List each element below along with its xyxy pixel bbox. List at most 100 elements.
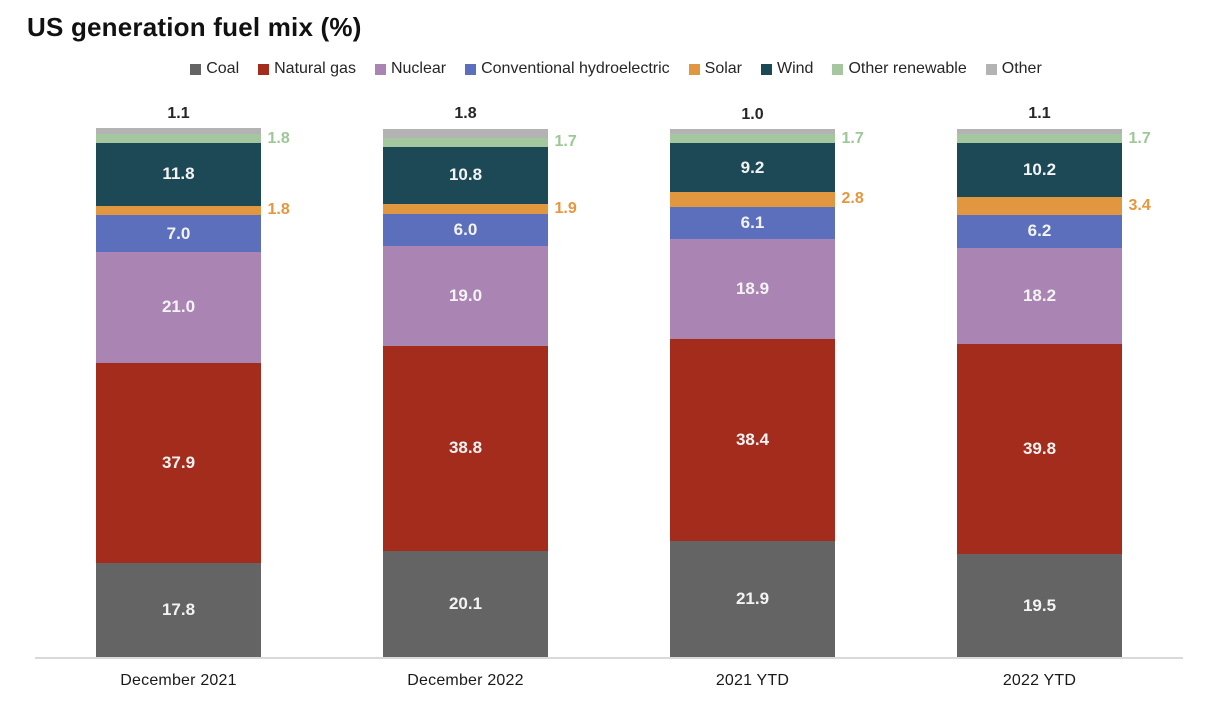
outside-value-label-other-renewable: 1.7 xyxy=(1128,129,1151,147)
stacked-bar-2021-ytd: 9.2 6.1 18.9 38.4 21.9 xyxy=(670,129,835,657)
page-title: US generation fuel mix (%) xyxy=(27,12,362,42)
bar-segment-conventional-hydroelectric: 6.0 xyxy=(383,214,548,246)
legend-item-solar: Solar xyxy=(688,60,742,78)
outside-value-label-other-renewable: 1.8 xyxy=(267,129,290,147)
legend-label: Natural gas xyxy=(274,60,356,77)
stacked-bar-december-2021: 11.8 7.0 21.0 37.9 17.8 xyxy=(96,128,261,657)
bar-segment-wind: 11.8 xyxy=(96,143,261,206)
legend-item-wind: Wind xyxy=(761,60,813,78)
above-value-label-other: 1.1 xyxy=(1028,105,1051,123)
segment-value-label: 21.0 xyxy=(161,297,196,317)
legend-item-conventional-hydroelectric: Conventional hydroelectric xyxy=(465,60,670,78)
legend-item-coal: Coal xyxy=(190,60,239,78)
legend-item-other: Other xyxy=(985,60,1042,78)
legend-item-natural-gas: Natural gas xyxy=(258,60,356,78)
bar-segment-coal: 19.5 xyxy=(957,554,1122,657)
chart-plot-wrapper: 11.8 7.0 21.0 37.9 17.8 1.8 1.8 1.1 10.8 6.0 19.0 3… xyxy=(35,99,1183,690)
outside-value-label-other-renewable: 1.7 xyxy=(841,129,864,147)
x-axis-label-december-2022: December 2022 xyxy=(407,672,524,689)
segment-value-label: 21.9 xyxy=(735,589,770,609)
legend-label: Wind xyxy=(777,60,814,77)
segment-value-label: 38.4 xyxy=(735,430,770,449)
x-axis-label-2022-ytd: 2022 YTD xyxy=(1002,672,1077,689)
bar-segment-other xyxy=(383,128,548,139)
segment-value-label: 7.0 xyxy=(166,223,191,243)
legend-swatch-icon xyxy=(985,63,997,75)
bar-segment-other xyxy=(957,128,1122,135)
segment-value-label: 18.9 xyxy=(735,278,770,298)
legend-swatch-icon xyxy=(374,63,386,75)
legend-label: Nuclear xyxy=(390,60,447,77)
legend-swatch-icon xyxy=(688,63,700,75)
segment-value-label: 18.2 xyxy=(1022,285,1057,305)
bar-segment-natural-gas: 37.9 xyxy=(96,362,261,564)
chart-legend: Coal Natural gas Nuclear Conventional hydro… xyxy=(0,60,1232,78)
above-value-label-other: 1.0 xyxy=(741,106,764,123)
segment-value-label: 9.2 xyxy=(740,157,765,177)
bar-segment-conventional-hydroelectric: 7.0 xyxy=(96,215,261,253)
stacked-bar-december-2022: 10.8 6.0 19.0 38.8 20.1 xyxy=(383,128,548,657)
bar-segment-other xyxy=(670,129,835,135)
bar-slot-december-2021: 11.8 7.0 21.0 37.9 17.8 1.8 1.8 1.1 xyxy=(35,99,322,657)
outside-value-label-solar: 3.4 xyxy=(1128,197,1151,215)
bar-segment-solar xyxy=(957,197,1122,216)
bar-segment-other-renewable xyxy=(957,134,1122,144)
bar-segment-nuclear: 18.9 xyxy=(670,238,835,339)
bar-segment-natural-gas: 38.8 xyxy=(383,346,548,551)
bar-segment-coal: 20.1 xyxy=(383,550,548,657)
segment-value-label: 19.5 xyxy=(1022,595,1057,615)
x-axis-label-2021-ytd: 2021 YTD xyxy=(715,672,790,689)
bar-segment-other-renewable xyxy=(96,133,261,144)
legend-swatch-icon xyxy=(761,63,772,75)
x-axis-label-december-2021: December 2021 xyxy=(120,672,237,689)
outside-value-label-solar: 1.8 xyxy=(267,201,290,219)
segment-value-label: 19.0 xyxy=(448,285,483,305)
bar-segment-natural-gas: 39.8 xyxy=(957,343,1122,555)
bar-segment-wind: 10.2 xyxy=(957,143,1122,198)
x-axis-labels: December 2021 December 2022 2021 YTD 2022 Y… xyxy=(35,672,1183,690)
bar-segment-nuclear: 21.0 xyxy=(96,252,261,363)
bar-slot-2021-ytd: 9.2 6.1 18.9 38.4 21.9 2.8 1.7 1.0 xyxy=(609,99,896,657)
outside-value-label-other-renewable: 1.7 xyxy=(554,133,577,151)
bar-segment-other xyxy=(96,128,261,134)
stacked-bar-2022-ytd: 10.2 6.2 18.2 39.8 19.5 xyxy=(957,128,1122,657)
outside-value-label-solar: 1.9 xyxy=(554,199,577,217)
bar-segment-conventional-hydroelectric: 6.2 xyxy=(957,215,1122,248)
bar-segment-wind: 9.2 xyxy=(670,143,835,192)
above-value-label-other: 1.8 xyxy=(454,105,477,123)
bar-segment-natural-gas: 38.4 xyxy=(670,338,835,542)
x-axis-line xyxy=(35,657,1183,659)
bar-segment-other-renewable xyxy=(670,134,835,144)
bar-segment-nuclear: 18.2 xyxy=(957,247,1122,344)
segment-value-label: 6.2 xyxy=(1027,221,1052,241)
legend-swatch-icon xyxy=(190,63,202,75)
bar-segment-conventional-hydroelectric: 6.1 xyxy=(670,206,835,239)
above-value-label-other: 1.1 xyxy=(167,104,190,122)
bar-slot-2022-ytd: 10.2 6.2 18.2 39.8 19.5 3.4 1.7 1.1 xyxy=(896,99,1183,657)
segment-value-label: 11.8 xyxy=(162,164,195,184)
segment-value-label: 6.0 xyxy=(453,219,478,239)
segment-value-label: 20.1 xyxy=(448,593,483,613)
segment-value-label: 37.9 xyxy=(161,452,196,472)
bar-slot-december-2022: 10.8 6.0 19.0 38.8 20.1 1.9 1.7 1.8 xyxy=(322,99,609,657)
legend-label: Other xyxy=(1001,60,1042,77)
outside-value-label-solar: 2.8 xyxy=(841,190,864,208)
bar-segment-solar xyxy=(96,205,261,216)
legend-item-other-renewable: Other renewable xyxy=(832,60,967,78)
legend-label: Solar xyxy=(704,60,742,77)
bar-segment-other-renewable xyxy=(383,138,548,147)
bar-segment-coal: 17.8 xyxy=(96,563,261,657)
legend-label: Other renewable xyxy=(848,60,967,77)
bar-segment-wind: 10.8 xyxy=(383,146,548,204)
legend-swatch-icon xyxy=(832,63,844,75)
segment-value-label: 10.2 xyxy=(1022,160,1057,180)
legend-label: Conventional hydroelectric xyxy=(481,60,670,77)
segment-value-label: 17.8 xyxy=(161,600,196,620)
plot-area: 11.8 7.0 21.0 37.9 17.8 1.8 1.8 1.1 10.8 6.0 19.0 3… xyxy=(35,99,1183,657)
segment-value-label: 6.1 xyxy=(740,212,765,232)
legend-item-nuclear: Nuclear xyxy=(374,60,447,78)
legend-swatch-icon xyxy=(465,63,477,75)
bar-segment-coal: 21.9 xyxy=(670,541,835,657)
segment-value-label: 10.8 xyxy=(448,165,483,185)
segment-value-label: 38.8 xyxy=(448,438,483,458)
